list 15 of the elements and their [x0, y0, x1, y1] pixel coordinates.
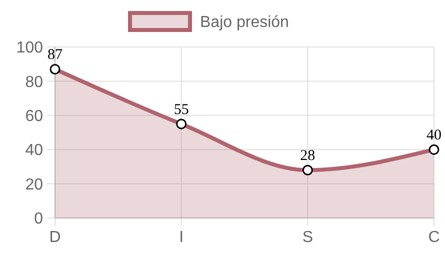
- x-tick-label: D: [49, 229, 61, 246]
- x-tick-label: C: [428, 229, 440, 246]
- x-tick-label: I: [179, 229, 184, 246]
- legend-label: Bajo presión: [200, 14, 289, 32]
- data-label: 87: [48, 47, 63, 64]
- y-tick-label: 80: [25, 74, 44, 91]
- x-tick-label: S: [302, 229, 314, 246]
- y-tick-label: 40: [25, 142, 44, 160]
- data-label: 55: [174, 102, 189, 118]
- data-label: 40: [426, 128, 442, 144]
- y-tick-label: 0: [34, 210, 44, 228]
- y-tick-label: 60: [25, 108, 44, 125]
- y-tick-label: 100: [16, 40, 44, 57]
- y-tick-label: 20: [25, 176, 44, 194]
- data-label: 28: [300, 148, 316, 164]
